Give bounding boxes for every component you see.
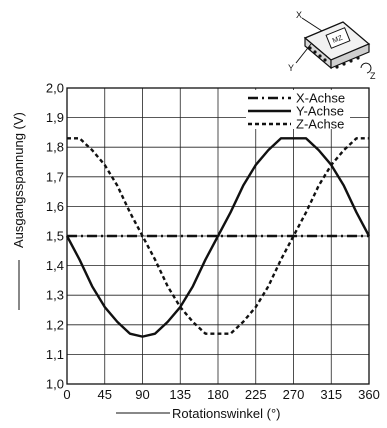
x-axis-label: X bbox=[296, 10, 302, 20]
x-tick-label: 135 bbox=[169, 387, 191, 402]
plot-area: 0 45 90 135 180 225 270 315 360 1,0 1,1 1,2 1,3 1,4 1,… bbox=[11, 81, 380, 422]
x-tick-label: 315 bbox=[320, 387, 342, 402]
y-tick-label: 1,5 bbox=[46, 229, 64, 244]
z-axis-label: Z bbox=[370, 71, 376, 81]
x-axis-arrow bbox=[301, 17, 323, 32]
legend-label: X-Achse bbox=[296, 91, 345, 106]
y-tick-label: 1,3 bbox=[46, 288, 64, 303]
x-tick-label: 0 bbox=[63, 387, 70, 402]
chip-side-face bbox=[330, 43, 370, 69]
y-tick-label: 2,0 bbox=[46, 81, 64, 96]
chip-die bbox=[325, 27, 351, 49]
y-tick-label: 1,2 bbox=[46, 317, 64, 332]
chip-marking: MZ bbox=[332, 34, 345, 45]
sensor-chip-diagram: MZ X Y Z bbox=[288, 10, 376, 81]
y-tick-label: 1,0 bbox=[46, 377, 64, 392]
x-tick-label: 180 bbox=[207, 387, 229, 402]
z-rotation-arrow bbox=[360, 62, 372, 74]
chip-pins bbox=[308, 46, 360, 69]
y-tick-label: 1,4 bbox=[46, 258, 64, 273]
x-tick-label: 90 bbox=[135, 387, 149, 402]
series-line-z-achse bbox=[67, 137, 369, 335]
y-axis-title: Ausgangsspannung (V) bbox=[11, 112, 26, 248]
y-tick-label: 1,1 bbox=[46, 347, 64, 362]
x-axis-title: Rotationswinkel (°) bbox=[172, 406, 281, 421]
y-tick-label: 1,7 bbox=[46, 169, 64, 184]
x-tick-label: 45 bbox=[98, 387, 112, 402]
legend-bg bbox=[246, 116, 350, 129]
y-tick-label: 1,8 bbox=[46, 140, 64, 155]
y-tick-label: 1,9 bbox=[46, 110, 64, 125]
x-tick-label: 360 bbox=[358, 387, 380, 402]
legend-label: Y-Achse bbox=[296, 104, 344, 119]
y-axis-label: Y bbox=[288, 63, 294, 73]
y-tick-label: 1,6 bbox=[46, 199, 64, 214]
series-line-y-achse bbox=[65, 137, 371, 338]
x-tick-label: 225 bbox=[245, 387, 267, 402]
legend-label: Z-Achse bbox=[296, 117, 344, 132]
x-tick-label: 270 bbox=[283, 387, 305, 402]
legend-bg bbox=[246, 103, 350, 116]
legend-bg bbox=[246, 90, 350, 103]
y-axis-arrow bbox=[295, 43, 312, 64]
